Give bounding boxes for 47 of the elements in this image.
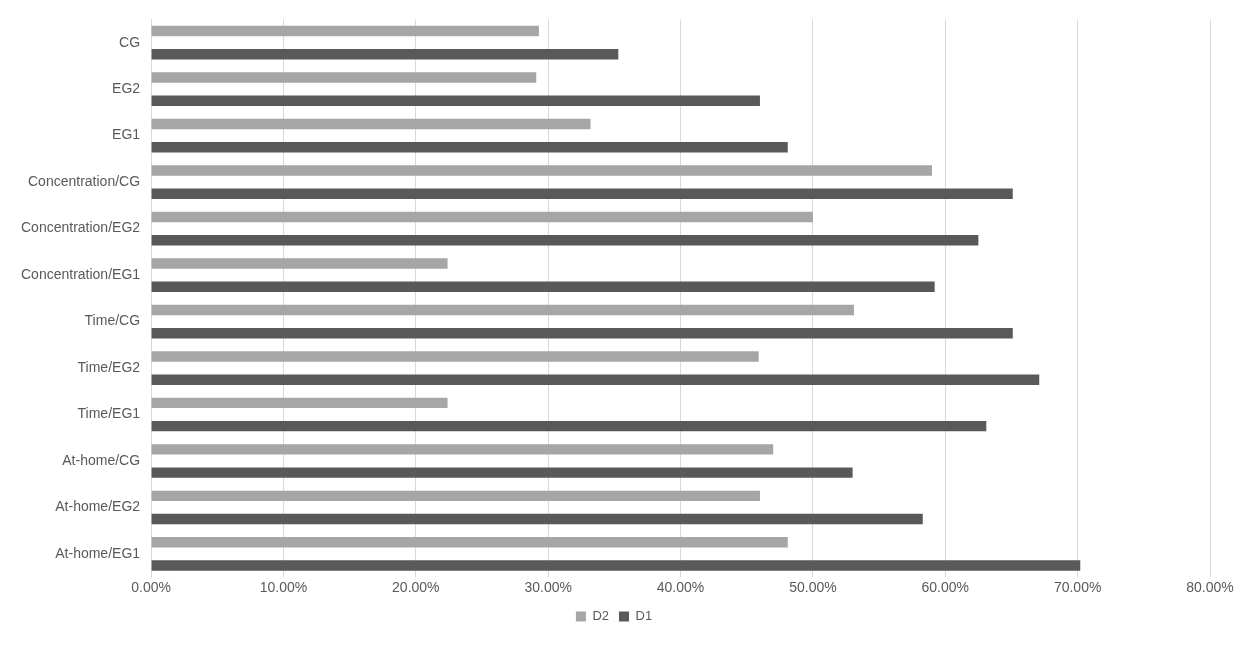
y-tick-label: EG1 — [112, 126, 141, 143]
bar — [151, 118, 591, 130]
bar — [151, 281, 935, 292]
bar — [151, 49, 619, 60]
y-tick-label: Time/EG1 — [77, 405, 141, 422]
x-tick-label: 80.00% — [1186, 579, 1234, 596]
y-tick-label: Concentration/EG2 — [20, 219, 141, 236]
bar — [151, 444, 774, 455]
bar — [151, 165, 933, 176]
y-tick-label: Concentration/EG1 — [20, 265, 141, 282]
bar — [151, 467, 853, 478]
bar — [151, 211, 813, 223]
bar — [151, 258, 448, 269]
y-tick-label: CG — [119, 33, 141, 50]
x-tick-label: 20.00% — [392, 579, 440, 596]
x-tick-label: 40.00% — [656, 579, 705, 596]
bar — [151, 304, 854, 316]
bar — [151, 537, 788, 548]
x-tick-label: 30.00% — [524, 579, 572, 596]
y-tick-label: At-home/EG1 — [55, 544, 141, 561]
y-tick-label: At-home/CG — [62, 451, 141, 468]
bar — [151, 560, 1081, 571]
bar — [151, 72, 537, 83]
bar — [151, 420, 987, 432]
bar — [151, 490, 760, 502]
bar — [151, 351, 759, 362]
bar — [151, 188, 1013, 199]
y-tick-label: EG2 — [112, 79, 141, 96]
bar — [151, 397, 448, 409]
bar — [151, 234, 979, 246]
legend-label: D2 — [592, 608, 610, 624]
y-tick-label: Time/CG — [84, 312, 141, 329]
x-tick-label: 70.00% — [1053, 579, 1102, 596]
x-tick-label: 50.00% — [789, 579, 837, 596]
y-tick-label: At-home/EG2 — [55, 498, 141, 515]
bar — [151, 513, 923, 525]
bar — [151, 95, 760, 106]
bar — [151, 327, 1013, 339]
x-tick-label: 0.00% — [131, 579, 171, 596]
bar — [151, 25, 539, 37]
x-tick-label: 10.00% — [259, 579, 308, 596]
bar — [151, 374, 1040, 385]
y-tick-label: Time/EG2 — [77, 358, 141, 375]
bar — [151, 142, 788, 153]
y-tick-label: Concentration/CG — [28, 172, 141, 189]
x-tick-label: 60.00% — [921, 579, 970, 596]
legend-label: D1 — [635, 608, 653, 624]
